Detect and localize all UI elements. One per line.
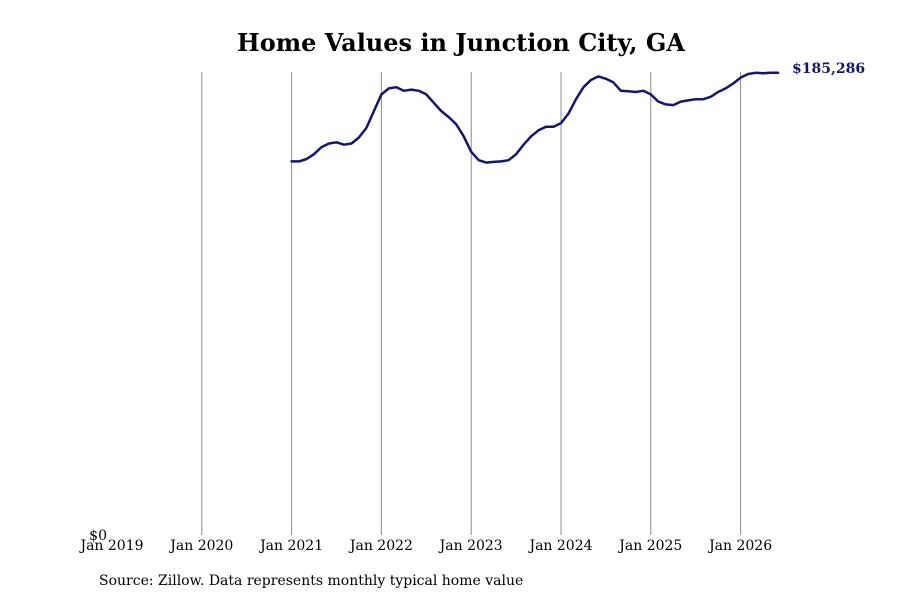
- x-tick-label: Jan 2023: [438, 538, 503, 554]
- x-tick-label: Jan 2020: [168, 538, 233, 554]
- y-axis-ticks: $0: [89, 528, 107, 544]
- latest-value-label: $185,286: [792, 61, 865, 77]
- x-tick-label: Jan 2024: [527, 538, 592, 554]
- x-tick-label: Jan 2025: [617, 538, 682, 554]
- x-tick-label: Jan 2022: [348, 538, 413, 554]
- x-tick-label: Jan 2019: [78, 538, 143, 554]
- x-tick-label: Jan 2021: [258, 538, 323, 554]
- y-tick-label: $0: [89, 528, 107, 544]
- x-tick-label: Jan 2026: [707, 538, 772, 554]
- chart-title: Home Values in Junction City, GA: [237, 28, 685, 57]
- gridlines: [201, 72, 742, 535]
- source-note: Source: Zillow. Data represents monthly …: [99, 573, 524, 589]
- x-axis-ticks: Jan 2019 Jan 2020 Jan 2021 Jan 2022 Jan 2023…: [78, 538, 772, 554]
- home-value-line: [290, 71, 780, 164]
